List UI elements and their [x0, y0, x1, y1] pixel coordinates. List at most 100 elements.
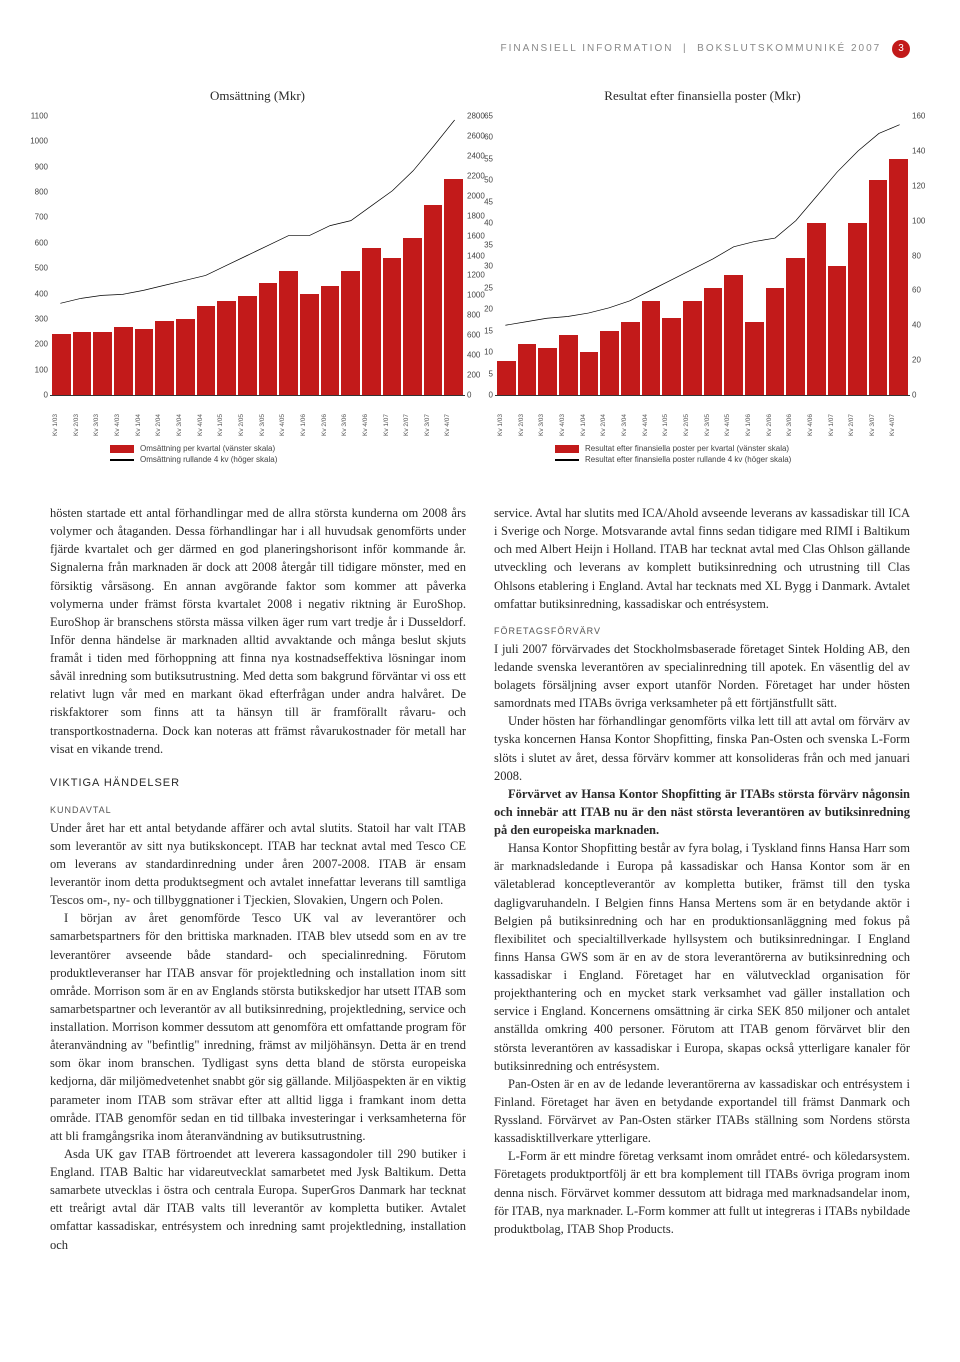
x-label: Kv 2/05: [238, 400, 257, 436]
y-left-tick: 800: [26, 188, 48, 197]
x-label: Kv 4/04: [642, 400, 661, 436]
bold-span: Förvärvet av Hansa Kontor Shopfitting är…: [494, 787, 910, 837]
subhead-foretagsforvarv: FÖRETAGSFÖRVÄRV: [494, 625, 910, 638]
chart2-legend-bar: Resultat efter finansiella poster per kv…: [585, 444, 789, 453]
x-label: Kv 1/03: [497, 400, 516, 436]
y-right-tick: 100: [912, 216, 938, 225]
paragraph: service. Avtal har slutits med ICA/Ahold…: [494, 504, 910, 613]
x-label: Kv 2/03: [73, 400, 92, 436]
y-left-tick: 65: [471, 112, 493, 121]
chart2-title: Resultat efter finansiella poster (Mkr): [495, 88, 910, 104]
y-right-tick: 160: [912, 112, 938, 121]
y-left-tick: 100: [26, 365, 48, 374]
bar-swatch: [555, 445, 579, 453]
bar-swatch: [110, 445, 134, 453]
x-label: Kv 1/04: [135, 400, 154, 436]
chart1-legend-line: Omsättning rullande 4 kv (höger skala): [140, 455, 277, 464]
x-label: Kv 2/03: [518, 400, 537, 436]
paragraph: Under hösten har förhandlingar genomfört…: [494, 712, 910, 785]
y-left-tick: 600: [26, 238, 48, 247]
x-label: Kv 3/04: [621, 400, 640, 436]
header-left: FINANSIELL INFORMATION: [501, 43, 674, 54]
page-header: FINANSIELL INFORMATION | BOKSLUTSKOMMUNI…: [50, 40, 910, 58]
y-left-tick: 500: [26, 264, 48, 273]
x-label: Kv 1/06: [300, 400, 319, 436]
x-label: Kv 3/04: [176, 400, 195, 436]
chart2-legend-line: Resultat efter finansiella poster rullan…: [585, 455, 791, 464]
x-label: Kv 3/07: [869, 400, 888, 436]
y-left-tick: 10: [471, 348, 493, 357]
y-left-tick: 0: [471, 391, 493, 400]
y-left-tick: 300: [26, 314, 48, 323]
y-left-tick: 55: [471, 154, 493, 163]
page-number-badge: 3: [892, 40, 910, 58]
y-left-tick: 900: [26, 162, 48, 171]
paragraph: Förvärvet av Hansa Kontor Shopfitting är…: [494, 785, 910, 839]
x-label: Kv 1/05: [217, 400, 236, 436]
y-left-tick: 5: [471, 369, 493, 378]
line-swatch: [555, 459, 579, 461]
x-label: Kv 2/06: [321, 400, 340, 436]
paragraph: Hansa Kontor Shopfitting består av fyra …: [494, 839, 910, 1075]
y-left-tick: 700: [26, 213, 48, 222]
x-label: Kv 1/07: [828, 400, 847, 436]
x-label: Kv 3/03: [538, 400, 557, 436]
x-label: Kv 3/05: [704, 400, 723, 436]
x-label: Kv 2/06: [766, 400, 785, 436]
subhead-kundavtal: KUNDAVTAL: [50, 804, 466, 817]
y-right-tick: 60: [912, 286, 938, 295]
resultat-chart: Resultat efter finansiella poster (Mkr) …: [495, 88, 910, 464]
y-right-tick: 40: [912, 321, 938, 330]
paragraph: hösten startade ett antal förhandlingar …: [50, 504, 466, 758]
x-label: Kv 4/06: [807, 400, 826, 436]
paragraph: I början av året genomförde Tesco UK val…: [50, 909, 466, 1145]
y-right-tick: 80: [912, 251, 938, 260]
paragraph: I juli 2007 förvärvades det Stockholmsba…: [494, 640, 910, 713]
x-label: Kv 3/06: [341, 400, 360, 436]
y-left-tick: 35: [471, 240, 493, 249]
x-label: Kv 4/05: [279, 400, 298, 436]
y-right-tick: 120: [912, 181, 938, 190]
y-left-tick: 400: [26, 289, 48, 298]
y-left-tick: 20: [471, 305, 493, 314]
y-left-tick: 45: [471, 197, 493, 206]
chart2-legend: Resultat efter finansiella poster per kv…: [495, 444, 910, 464]
x-label: Kv 3/06: [786, 400, 805, 436]
y-left-tick: 1100: [26, 112, 48, 121]
chart1-title: Omsättning (Mkr): [50, 88, 465, 104]
y-left-tick: 30: [471, 262, 493, 271]
x-label: Kv 2/04: [600, 400, 619, 436]
x-label: Kv 1/05: [662, 400, 681, 436]
x-label: Kv 2/04: [155, 400, 174, 436]
y-left-tick: 25: [471, 283, 493, 292]
x-label: Kv 4/04: [197, 400, 216, 436]
x-label: Kv 2/05: [683, 400, 702, 436]
x-label: Kv 2/07: [403, 400, 422, 436]
chart-line: [505, 125, 899, 326]
section-head-viktiga: VIKTIGA HÄNDELSER: [50, 776, 466, 792]
chart1-legend: Omsättning per kvartal (vänster skala) O…: [50, 444, 465, 464]
y-left-tick: 15: [471, 326, 493, 335]
x-label: Kv 3/03: [93, 400, 112, 436]
y-right-tick: 20: [912, 356, 938, 365]
chart1-legend-bar: Omsättning per kvartal (vänster skala): [140, 444, 275, 453]
y-left-tick: 1000: [26, 137, 48, 146]
x-label: Kv 1/06: [745, 400, 764, 436]
y-left-tick: 60: [471, 133, 493, 142]
paragraph: Pan-Osten är en av de ledande leverantör…: [494, 1075, 910, 1148]
x-label: Kv 2/07: [848, 400, 867, 436]
x-label: Kv 1/04: [580, 400, 599, 436]
charts-row: Omsättning (Mkr) 01002003004005006007008…: [50, 88, 910, 464]
x-label: Kv 4/05: [724, 400, 743, 436]
x-label: Kv 4/03: [559, 400, 578, 436]
paragraph: Asda UK gav ITAB förtroendet att leverer…: [50, 1145, 466, 1254]
omsattning-chart: Omsättning (Mkr) 01002003004005006007008…: [50, 88, 465, 464]
x-label: Kv 3/07: [424, 400, 443, 436]
y-left-tick: 40: [471, 219, 493, 228]
paragraph: L-Form är ett mindre företag verksamt in…: [494, 1147, 910, 1238]
line-swatch: [110, 459, 134, 461]
header-right: BOKSLUTSKOMMUNIKÉ 2007: [697, 43, 881, 54]
x-label: Kv 4/07: [889, 400, 908, 436]
x-label: Kv 4/03: [114, 400, 133, 436]
paragraph: Under året har ett antal betydande affär…: [50, 819, 466, 910]
